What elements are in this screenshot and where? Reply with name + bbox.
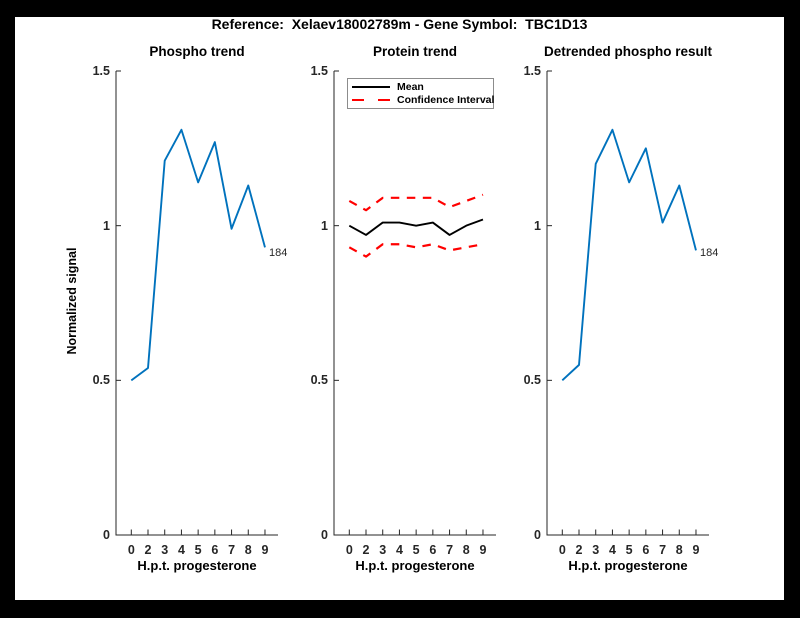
y-tick-label: 0.5 — [523, 373, 541, 388]
x-tick-label: 6 — [211, 543, 219, 557]
x-tick-label: 2 — [144, 543, 152, 557]
x-tick-label: 8 — [675, 543, 683, 557]
x-tick-label: 7 — [228, 543, 236, 557]
x-tick-label: 3 — [592, 543, 600, 557]
axis-lines — [546, 71, 709, 536]
phospho-trend-series-phospho-signal — [130, 128, 266, 382]
x-tick-label: 3 — [161, 543, 169, 557]
y-tick-label: 0 — [103, 528, 110, 542]
legend-row-mean: Mean — [352, 81, 489, 93]
mean-line-swatch — [352, 86, 390, 89]
y-tick-label: 0.5 — [310, 373, 328, 388]
x-tick-label: 5 — [194, 543, 202, 557]
detrended-phospho-result-series-detrended-phospho-signal — [561, 128, 697, 382]
protein-trend-plot — [333, 70, 496, 536]
x-tick-label: 0 — [345, 543, 353, 557]
protein-trend-series-mean — [348, 218, 484, 236]
x-tick-label: 9 — [261, 543, 269, 557]
y-tick-label: 0 — [534, 528, 541, 542]
legend: Mean Confidence Interval — [347, 78, 494, 109]
y-tick-label: 0.5 — [92, 373, 110, 388]
x-tick-label: 6 — [642, 543, 650, 557]
y-axis-label: Normalized signal — [65, 247, 79, 355]
detrended-phospho-result-plot — [546, 70, 709, 536]
x-tick-label: 3 — [379, 543, 387, 557]
x-tick-label: 0 — [558, 543, 566, 557]
x-axis-label-2: H.p.t. progesterone — [355, 558, 475, 573]
x-tick-label: 5 — [625, 543, 633, 557]
confidence-interval-dash-swatch — [352, 98, 390, 101]
axis-lines — [333, 71, 496, 536]
x-tick-label: 7 — [659, 543, 667, 557]
x-tick-label: 2 — [362, 543, 370, 557]
x-tick-label: 6 — [429, 543, 437, 557]
x-axis-label-3: H.p.t. progesterone — [568, 558, 688, 573]
x-tick-label: 8 — [244, 543, 252, 557]
protein-trend-series-confidence-interval-lower — [348, 243, 484, 258]
subplot-title-detrended-phospho: Detrended phospho result — [543, 44, 712, 59]
end-point-label-phospho: 184 — [269, 247, 288, 259]
subplot-title-phospho-trend: Phospho trend — [149, 44, 245, 59]
x-tick-label: 0 — [127, 543, 135, 557]
figure-canvas — [15, 17, 784, 600]
x-tick-label: 4 — [395, 543, 403, 557]
y-tick-label: 0 — [321, 528, 328, 542]
end-point-label-detrended: 184 — [700, 247, 719, 259]
y-tick-label: 1 — [321, 218, 328, 233]
x-tick-label: 5 — [412, 543, 420, 557]
legend-row-ci: Confidence Interval — [352, 94, 494, 106]
y-tick-label: 1.5 — [92, 64, 110, 78]
x-axis-label-1: H.p.t. progesterone — [137, 558, 257, 573]
y-tick-label: 1.5 — [310, 64, 328, 78]
legend-label-mean: Mean — [397, 81, 424, 94]
protein-trend-series-confidence-interval-upper — [348, 193, 484, 212]
legend-label-ci: Confidence Interval — [397, 93, 495, 106]
y-tick-label: 1 — [103, 218, 110, 233]
x-tick-label: 2 — [575, 543, 583, 557]
x-tick-label: 4 — [608, 543, 616, 557]
x-tick-label: 9 — [692, 543, 700, 557]
figure-title: Reference: Xelaev18002789m - Gene Symbol… — [211, 16, 588, 32]
subplot-title-protein-trend: Protein trend — [372, 44, 457, 59]
x-tick-label: 8 — [462, 543, 470, 557]
y-tick-label: 1 — [534, 218, 541, 233]
y-tick-label: 1.5 — [523, 64, 541, 78]
x-tick-label: 4 — [177, 543, 185, 557]
x-tick-label: 7 — [446, 543, 454, 557]
phospho-trend-plot — [115, 70, 278, 536]
axis-lines — [115, 71, 278, 536]
x-tick-label: 9 — [479, 543, 487, 557]
